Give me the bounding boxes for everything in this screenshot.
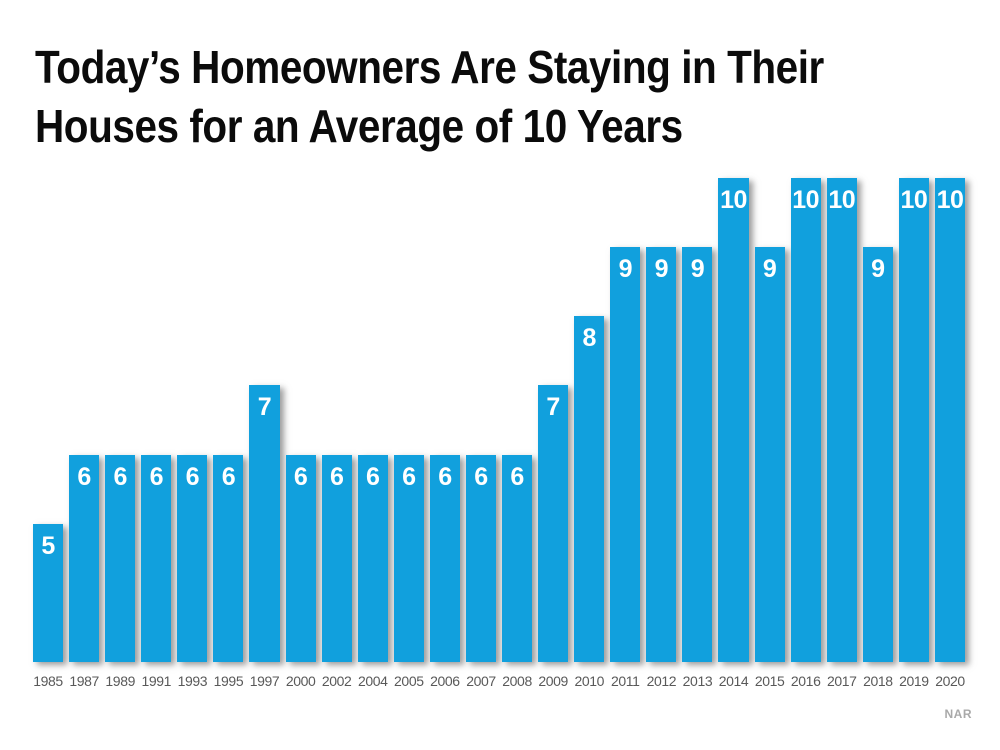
bar-value-label: 10 — [936, 186, 964, 214]
bar-value-label: 10 — [792, 186, 820, 214]
bar-2008: 6 — [502, 454, 533, 662]
bar-value-label: 6 — [474, 462, 488, 491]
x-tick-label: 1987 — [69, 673, 99, 689]
bar-value-label: 10 — [720, 186, 747, 214]
bar-1993: 6 — [177, 454, 208, 662]
x-tick-label: 2013 — [682, 673, 713, 689]
bar-value-label: 10 — [828, 186, 856, 214]
x-tick-label: 2014 — [718, 673, 749, 689]
bar-2007: 6 — [465, 454, 497, 662]
x-tick-label: 1985 — [33, 673, 63, 689]
bar-2005: 6 — [393, 454, 424, 662]
x-tick-label: 1995 — [213, 673, 244, 689]
bar-chart-plot-area: 5 6 6 6 6 6 7 6 6 6 6 6 6 6 7 8 9 9 9 10 9 10 10 9 10 10 — [33, 178, 966, 662]
bar-2010: 8 — [574, 316, 605, 662]
bar-2013: 9 — [682, 247, 713, 662]
bar-1989: 6 — [105, 454, 136, 662]
bar-2012: 9 — [646, 247, 677, 662]
bar-value-label: 9 — [762, 255, 777, 284]
chart-title-line-1: Today’s Homeowners Are Staying in Their — [35, 41, 824, 93]
bar-value-label: 6 — [221, 462, 236, 491]
x-tick-label: 2010 — [574, 673, 604, 689]
bar-value-label: 9 — [690, 255, 705, 284]
bar-1991: 6 — [141, 454, 172, 662]
bar-2019: 10 — [898, 178, 929, 662]
x-tick-label: 2005 — [394, 673, 424, 689]
bar-value-label: 8 — [582, 324, 597, 353]
x-tick-label: 2008 — [502, 673, 532, 689]
source-attribution: NAR — [944, 707, 972, 721]
x-tick-label: 1991 — [141, 673, 172, 689]
bar-2017: 10 — [826, 178, 857, 662]
x-tick-label: 2004 — [357, 673, 388, 689]
bar-1985: 5 — [33, 523, 64, 662]
bar-value-label: 6 — [293, 462, 308, 491]
bar-value-label: 6 — [149, 462, 164, 491]
bar-1997: 7 — [249, 385, 280, 662]
bar-2006: 6 — [429, 454, 460, 662]
bar-value-label: 9 — [871, 255, 885, 284]
bar-value-label: 9 — [618, 255, 633, 284]
x-tick-label: 1989 — [105, 673, 135, 689]
bar-2018: 9 — [862, 247, 893, 662]
x-tick-label: 2017 — [826, 673, 857, 689]
bar-value-label: 6 — [366, 462, 380, 491]
x-tick-label: 2012 — [646, 673, 677, 689]
x-tick-label: 2020 — [935, 673, 965, 689]
x-tick-label: 2006 — [430, 673, 460, 689]
x-tick-label: 2019 — [899, 673, 929, 689]
bar-value-label: 7 — [546, 393, 560, 422]
x-axis-labels: 1985 1987 1989 1991 1993 1995 1997 2000 2002 2004… — [33, 673, 965, 689]
bar-value-label: 9 — [654, 255, 669, 284]
x-tick-label: 1997 — [249, 673, 280, 689]
bar-2009: 7 — [538, 385, 569, 662]
bar-1987: 6 — [69, 454, 100, 662]
x-tick-label: 2011 — [611, 673, 640, 689]
bar-2020: 10 — [934, 178, 966, 662]
bar-2014: 10 — [718, 178, 749, 662]
x-tick-label: 2002 — [321, 673, 352, 689]
bar-value-label: 6 — [113, 462, 127, 491]
chart-title: Today’s Homeowners Are Staying in Their … — [35, 38, 968, 156]
bar-value-label: 6 — [438, 462, 452, 491]
chart-title-line-2: Houses for an Average of 10 Years — [35, 99, 683, 152]
bar-2015: 9 — [754, 247, 785, 662]
x-tick-label: 2018 — [863, 673, 893, 689]
bar-value-label: 6 — [77, 462, 91, 491]
bar-2002: 6 — [321, 454, 352, 662]
bar-2004: 6 — [357, 454, 388, 662]
bar-2000: 6 — [285, 454, 316, 662]
bar-value-label: 5 — [41, 531, 55, 560]
bar-1995: 6 — [213, 454, 244, 662]
bar-2016: 10 — [790, 178, 821, 662]
x-tick-label: 2016 — [790, 673, 821, 689]
x-tick-label: 1993 — [177, 673, 208, 689]
bar-value-label: 6 — [510, 462, 524, 491]
x-tick-label: 2000 — [285, 673, 316, 689]
bar-value-label: 10 — [900, 186, 928, 214]
x-tick-label: 2015 — [754, 673, 785, 689]
bar-value-label: 6 — [329, 462, 344, 491]
bar-value-label: 6 — [402, 462, 416, 491]
bar-value-label: 6 — [185, 462, 200, 491]
bar-2011: 9 — [610, 247, 641, 662]
x-tick-label: 2009 — [538, 673, 568, 689]
bar-value-label: 7 — [257, 393, 272, 422]
x-tick-label: 2007 — [466, 673, 496, 689]
